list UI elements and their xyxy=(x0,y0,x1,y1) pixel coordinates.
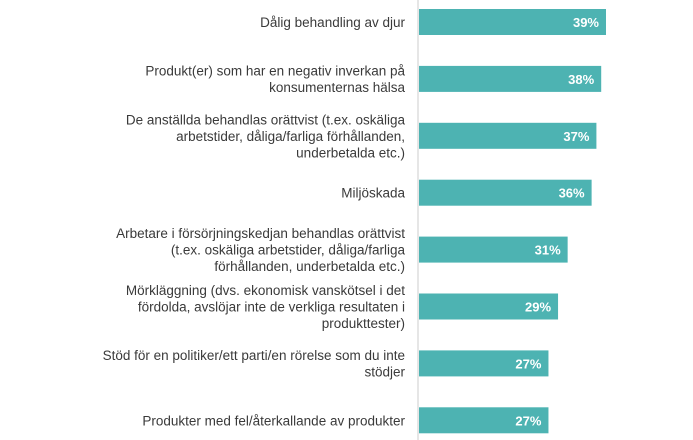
bar xyxy=(419,179,592,206)
category-label: arbetstider, dåliga/farliga förhållanden… xyxy=(176,129,405,144)
category-label: Stöd för en politiker/ett parti/en rörel… xyxy=(103,348,405,363)
category-label: stödjer xyxy=(364,365,405,380)
data-label: 37% xyxy=(563,129,589,144)
data-label: 27% xyxy=(515,356,541,371)
category-label: produkttester) xyxy=(322,316,405,331)
category-label: fördolda, avslöjar inte de verkliga resu… xyxy=(138,300,405,315)
category-label: Miljöskada xyxy=(341,186,405,201)
category-label: (t.ex. oskäliga arbetstider, dåliga/farl… xyxy=(171,243,406,258)
bar xyxy=(419,65,602,92)
category-label: Arbetare i försörjningskedjan behandlas … xyxy=(116,226,405,241)
category-label: underbetalda etc.) xyxy=(296,145,405,160)
category-label: Dålig behandling av djur xyxy=(260,15,405,30)
data-label: 36% xyxy=(559,186,585,201)
data-label: 31% xyxy=(535,243,561,258)
data-label: 27% xyxy=(515,413,541,428)
category-label: De anställda behandlas orättvist (t.ex. … xyxy=(126,112,406,127)
bar xyxy=(419,122,597,149)
category-label: Produkter med fel/återkallande av produk… xyxy=(142,413,405,428)
bar xyxy=(419,407,549,434)
category-label: Mörkläggning (dvs. ekonomisk vanskötsel … xyxy=(126,283,405,298)
bar xyxy=(419,9,606,35)
data-label: 29% xyxy=(525,300,551,315)
bar xyxy=(419,293,559,320)
category-label: Produkt(er) som har en negativ inverkan … xyxy=(145,64,405,79)
data-label: 38% xyxy=(568,72,594,87)
category-label: förhållanden, underbetalda etc.) xyxy=(214,259,405,274)
bar xyxy=(419,236,568,263)
data-label: 39% xyxy=(573,15,599,30)
category-label: konsumenternas hälsa xyxy=(269,80,405,95)
bar xyxy=(419,350,549,377)
